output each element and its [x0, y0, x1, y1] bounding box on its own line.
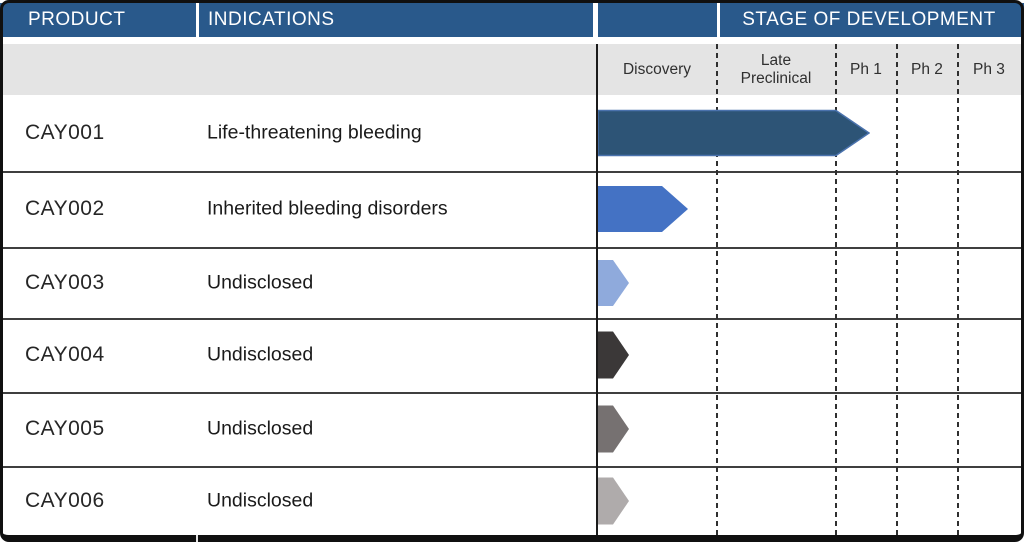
stage-progress-arrow — [597, 186, 688, 232]
row-divider — [0, 247, 1021, 249]
header-cell-indications: INDICATIONS — [199, 3, 593, 37]
indication-text: Inherited bleeding disorders — [207, 197, 448, 220]
stage-progress-arrow — [597, 109, 870, 157]
stage-column-ph2: Ph 2 — [911, 60, 943, 78]
product-name: CAY005 — [25, 417, 105, 440]
stage-column-late-preclinical: Late Preclinical — [740, 52, 812, 87]
frame-bottom-notch — [196, 535, 198, 542]
row-divider — [0, 171, 1021, 173]
product-name: CAY004 — [25, 343, 105, 366]
row-divider — [0, 318, 1021, 320]
stage-divider-dashed — [716, 44, 718, 535]
row-divider — [0, 466, 1021, 468]
row-divider — [0, 392, 1021, 394]
header-cell-spacer — [598, 3, 717, 37]
stage-divider-dashed — [835, 44, 837, 535]
stage-progress-arrow — [597, 331, 629, 379]
product-name: CAY001 — [25, 121, 105, 144]
stage-progress-arrow — [597, 405, 629, 453]
product-name: CAY006 — [25, 488, 105, 512]
stage-column-ph1: Ph 1 — [850, 60, 882, 78]
pipeline-row-cay003: CAY003 Undisclosed — [0, 247, 1024, 318]
header-cell-stage-of-development: STAGE OF DEVELOPMENT — [720, 3, 1024, 37]
indication-text: Undisclosed — [207, 489, 314, 511]
product-name: CAY003 — [25, 270, 105, 294]
stage-column-discovery: Discovery — [622, 60, 692, 78]
indication-text: Life-threatening bleeding — [207, 121, 422, 144]
indication-text: Undisclosed — [207, 343, 314, 366]
header-indications-label: INDICATIONS — [208, 9, 335, 30]
stage-subheader-band — [0, 44, 1024, 95]
stage-column-ph3: Ph 3 — [973, 60, 1005, 78]
pipeline-row-cay004: CAY004 Undisclosed — [0, 318, 1024, 392]
product-name: CAY002 — [25, 197, 105, 220]
pipeline-row-cay005: CAY005 Undisclosed — [0, 392, 1024, 466]
stage-divider-dashed — [957, 44, 959, 535]
pipeline-row-cay006: CAY006 Undisclosed — [0, 466, 1024, 535]
pipeline-row-cay002: CAY002 Inherited bleeding disorders — [0, 171, 1024, 247]
stage-progress-arrow — [597, 259, 629, 306]
timeline-start-line — [596, 44, 598, 535]
indication-text: Undisclosed — [207, 417, 314, 440]
header-stage-label: STAGE OF DEVELOPMENT — [742, 9, 996, 30]
stage-divider-dashed — [896, 44, 898, 535]
pipeline-row-cay001: CAY001 Life-threatening bleeding — [0, 95, 1024, 171]
stage-progress-arrow — [597, 477, 629, 524]
indication-text: Undisclosed — [207, 271, 314, 293]
header-cell-product: PRODUCT — [0, 3, 196, 37]
header-product-label: PRODUCT — [28, 9, 126, 30]
